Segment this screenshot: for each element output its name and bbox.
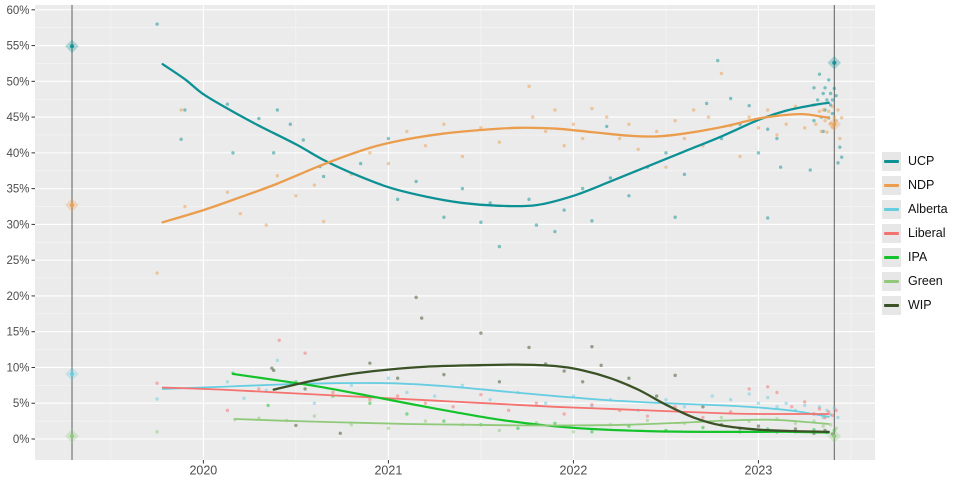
trend-line-liberal: [161, 386, 830, 415]
y-tick-label: 30%: [6, 219, 29, 231]
legend-item-ndp: NDP: [882, 176, 948, 195]
legend-line-sample: [884, 256, 899, 259]
legend-item-ucp: UCP: [882, 152, 948, 171]
legend-line-sample: [884, 304, 899, 307]
trend-line-alberta: [161, 382, 830, 418]
y-tick-label: 15%: [6, 327, 29, 339]
trend-line-wip: [272, 363, 830, 433]
legend-item-liberal: Liberal: [882, 224, 948, 243]
legend-line-sample: [884, 208, 899, 211]
scatter-ndp: [155, 71, 844, 275]
election-result-alberta: [65, 367, 79, 381]
legend-key-swatch: [882, 176, 901, 195]
election-result-green: [827, 429, 842, 443]
scatter-ipa: [231, 371, 836, 435]
x-tick-label: 2020: [189, 464, 217, 478]
legend: UCP NDP Alberta Liberal IPA Green WIP: [882, 152, 948, 320]
election-lines: [71, 5, 835, 460]
trend-line-ucp: [161, 63, 830, 208]
x-tick-label: 2023: [745, 464, 773, 478]
trend-lines: [161, 63, 830, 434]
legend-label: Liberal: [908, 226, 946, 240]
trend-line-ipa: [231, 372, 830, 434]
x-tick-label: 2022: [560, 464, 588, 478]
trend-line-green: [233, 418, 830, 427]
y-tick-label: 55%: [6, 41, 29, 53]
y-tick-label: 60%: [6, 5, 29, 17]
y-tick-label: 0%: [13, 434, 30, 446]
legend-line-sample: [884, 160, 899, 163]
legend-line-sample: [884, 280, 899, 283]
y-tick-label: 25%: [6, 255, 29, 267]
election-result-ucp: [65, 39, 79, 54]
scatter-liberal: [155, 338, 838, 420]
y-tick-label: 40%: [6, 148, 29, 160]
x-axis: 2020 2021 2022 2023: [189, 460, 772, 478]
plot-background: [35, 5, 875, 460]
legend-label: NDP: [908, 178, 935, 192]
y-tick-label: 35%: [6, 184, 29, 196]
election-result-ucp: [827, 55, 842, 70]
y-tick-label: 20%: [6, 291, 29, 303]
trend-line-ndp: [161, 112, 830, 224]
x-tick-label: 2021: [374, 464, 402, 478]
legend-line-sample: [884, 184, 899, 187]
legend-key-swatch: [882, 296, 901, 315]
legend-item-green: Green: [882, 272, 948, 291]
y-tick-label: 50%: [6, 76, 29, 88]
legend-item-ipa: IPA: [882, 248, 948, 267]
y-tick-label: 45%: [6, 112, 29, 124]
y-tick-label: 5%: [13, 398, 30, 410]
election-result-ndp: [827, 117, 842, 132]
y-tick-label: 10%: [6, 362, 29, 374]
legend-key-swatch: [882, 152, 901, 171]
legend-item-wip: WIP: [882, 296, 948, 315]
legend-label: IPA: [908, 250, 928, 264]
legend-label: Alberta: [908, 202, 948, 216]
y-axis: 0% 5% 10% 15% 20% 25% 30% 35% 40% 45% 50% 55% 60%: [6, 5, 35, 446]
election-result-green: [65, 429, 79, 443]
legend-line-sample: [884, 232, 899, 235]
legend-key-swatch: [882, 272, 901, 291]
legend-key-swatch: [882, 200, 901, 219]
legend-label: UCP: [908, 154, 935, 168]
legend-key-swatch: [882, 248, 901, 267]
legend-label: Green: [908, 274, 943, 288]
legend-key-swatch: [882, 224, 901, 243]
legend-item-alberta: Alberta: [882, 200, 948, 219]
legend-label: WIP: [908, 298, 932, 312]
